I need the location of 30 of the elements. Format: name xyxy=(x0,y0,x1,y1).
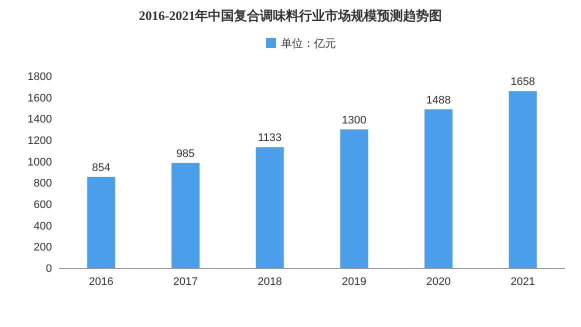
y-tick-label: 200 xyxy=(34,242,52,254)
x-tick-label: 2019 xyxy=(342,276,366,288)
x-tick-label: 2021 xyxy=(510,276,536,288)
data-label: 1658 xyxy=(510,76,536,88)
bar xyxy=(172,162,200,268)
data-label: 854 xyxy=(92,162,110,174)
y-tick-label: 0 xyxy=(46,263,52,275)
bar xyxy=(424,109,452,268)
y-tick-label: 400 xyxy=(34,220,52,232)
x-tick-label: 2018 xyxy=(258,276,282,288)
bar xyxy=(256,147,284,268)
x-tick-label: 2016 xyxy=(88,276,114,288)
y-tick-label: 1000 xyxy=(28,156,52,168)
y-tick-label: 1600 xyxy=(28,92,52,104)
y-tick-label: 1400 xyxy=(28,114,52,126)
x-tick-label: 2017 xyxy=(173,276,198,288)
bar xyxy=(87,176,116,268)
data-label: 985 xyxy=(176,148,195,160)
y-tick-label: 1800 xyxy=(28,71,52,83)
y-tick-label: 1200 xyxy=(28,135,52,147)
data-label: 1488 xyxy=(426,94,451,106)
x-tick-label: 2020 xyxy=(426,276,451,288)
chart-title: 2016-2021年中国复合调味料行业市场规模预测趋势图 xyxy=(138,8,442,23)
bar xyxy=(340,129,368,268)
y-tick-label: 800 xyxy=(34,178,52,190)
data-label: 1133 xyxy=(258,132,282,144)
legend-label: 单位：亿元 xyxy=(281,37,336,50)
data-label: 1300 xyxy=(342,114,366,126)
y-tick-label: 600 xyxy=(34,199,52,211)
bar xyxy=(508,91,537,268)
